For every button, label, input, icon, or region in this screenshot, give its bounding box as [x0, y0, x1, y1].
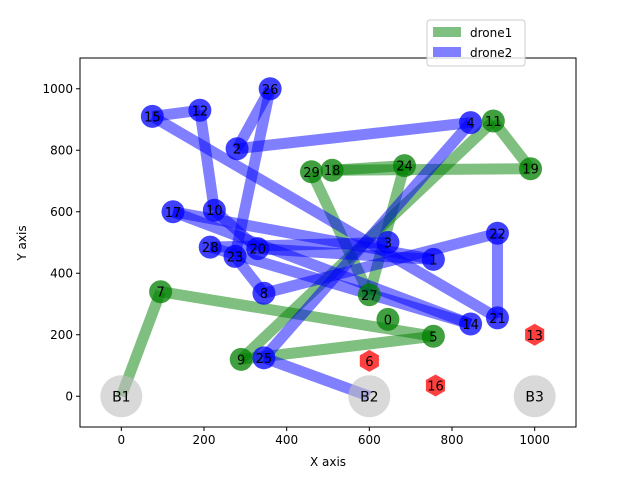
waypoint-label: 17 [165, 206, 182, 221]
waypoint-label: 4 [466, 117, 474, 132]
waypoint-label: 12 [192, 104, 209, 119]
x-tick-label: 200 [193, 433, 216, 447]
waypoint-marker [252, 346, 276, 370]
y-tick-label: 800 [50, 143, 73, 157]
waypoint-label: 25 [256, 352, 273, 367]
x-axis-ticks: 0 200 400 600 800 1000 [118, 427, 550, 447]
legend-swatch-drone1 [433, 27, 461, 37]
route-segment-drone2 [194, 109, 220, 212]
waypoint-marker [392, 154, 416, 178]
base-label: B2 [360, 389, 379, 405]
waypoint-marker [246, 237, 270, 261]
waypoint-marker [225, 137, 249, 161]
unvisited-marker [359, 349, 379, 372]
waypoint-marker [229, 347, 253, 371]
y-tick-label: 0 [65, 389, 73, 403]
waypoint-marker [485, 306, 509, 330]
y-tick-label: 400 [50, 266, 73, 280]
waypoint-marker [481, 109, 505, 133]
waypoint-label: 20 [249, 243, 266, 258]
waypoint-marker [258, 77, 282, 101]
route-segment-drone2 [262, 227, 499, 299]
waypoint-label: 2 [233, 143, 241, 158]
route-segment-drone1 [331, 160, 405, 176]
waypoint-marker [320, 158, 344, 182]
waypoint-label: 18 [324, 164, 341, 179]
waypoint-marker [459, 111, 483, 135]
waypoint-label: 9 [237, 353, 245, 368]
y-axis-label: Y axis [15, 225, 29, 261]
x-tick-label: 1000 [519, 433, 550, 447]
legend-label-drone2: drone2 [470, 46, 512, 60]
base-marker [100, 375, 143, 418]
y-tick-label: 200 [50, 328, 73, 342]
waypoint-label: 29 [303, 166, 320, 181]
waypoint-label: 15 [144, 110, 161, 125]
waypoint-marker [459, 312, 483, 336]
route-segment-drone2 [236, 117, 472, 155]
waypoint-label: 5 [429, 330, 437, 345]
waypoint-label: 22 [489, 227, 506, 242]
base-marker [348, 375, 391, 418]
plot-frame [79, 57, 577, 428]
waypoint-label: 23 [227, 250, 244, 265]
bases-layer: B1 B2 B3 [100, 375, 556, 418]
base-label: B1 [112, 389, 131, 405]
y-axis-ticks: 0 200 400 600 800 1000 [42, 82, 80, 403]
waypoint-marker [519, 157, 543, 181]
waypoint-label: 21 [489, 312, 506, 327]
waypoint-label: 0 [384, 313, 392, 328]
waypoint-marker [376, 231, 400, 254]
unvisited-marker [525, 323, 545, 346]
y-tick-label: 1000 [42, 82, 73, 96]
waypoint-label: 3 [384, 237, 392, 252]
waypoint-label: 14 [462, 318, 479, 333]
waypoint-label: 13 [526, 329, 543, 344]
legend: drone1 drone2 [426, 19, 526, 67]
x-tick-label: 0 [118, 433, 126, 447]
waypoint-label: 7 [156, 286, 164, 301]
waypoint-label: 1 [429, 253, 437, 268]
x-tick-label: 600 [358, 433, 381, 447]
waypoint-label: 27 [361, 289, 378, 304]
waypoint-marker [140, 104, 164, 128]
waypoint-marker [223, 244, 247, 268]
waypoint-label: 11 [485, 115, 502, 130]
base-marker [513, 375, 556, 418]
waypoint-label: 8 [260, 287, 268, 302]
base-label: B3 [525, 389, 544, 405]
waypoint-label: 6 [365, 355, 373, 370]
waypoint-marker [202, 198, 226, 222]
waypoint-marker [376, 307, 400, 331]
legend-swatch-drone2 [433, 47, 461, 57]
x-tick-label: 400 [275, 433, 298, 447]
waypoint-label: 19 [522, 163, 539, 178]
unvisited-marker [425, 374, 445, 397]
waypoint-marker [188, 98, 212, 122]
waypoint-marker [161, 200, 185, 224]
route-segment-drone1 [364, 164, 410, 297]
waypoint-label: 24 [396, 160, 413, 175]
x-axis-label: X axis [310, 455, 346, 469]
waypoint-marker [299, 160, 323, 184]
waypoint-label: 28 [202, 241, 219, 256]
y-tick-label: 600 [50, 205, 73, 219]
waypoint-label: 26 [262, 83, 279, 98]
waypoint-marker [421, 247, 445, 271]
routes-layer [116, 86, 535, 402]
waypoint-label: 10 [206, 204, 223, 219]
waypoint-marker [198, 235, 222, 259]
waypoint-marker [485, 221, 509, 245]
waypoint-marker [252, 281, 276, 305]
waypoint-label: 16 [427, 379, 444, 394]
route-segment-drone2 [208, 241, 473, 330]
waypoint-marker [149, 280, 173, 304]
x-tick-label: 800 [441, 433, 464, 447]
waypoint-marker [357, 283, 381, 307]
legend-label-drone1: drone1 [470, 26, 512, 40]
waypoint-marker [421, 324, 445, 348]
